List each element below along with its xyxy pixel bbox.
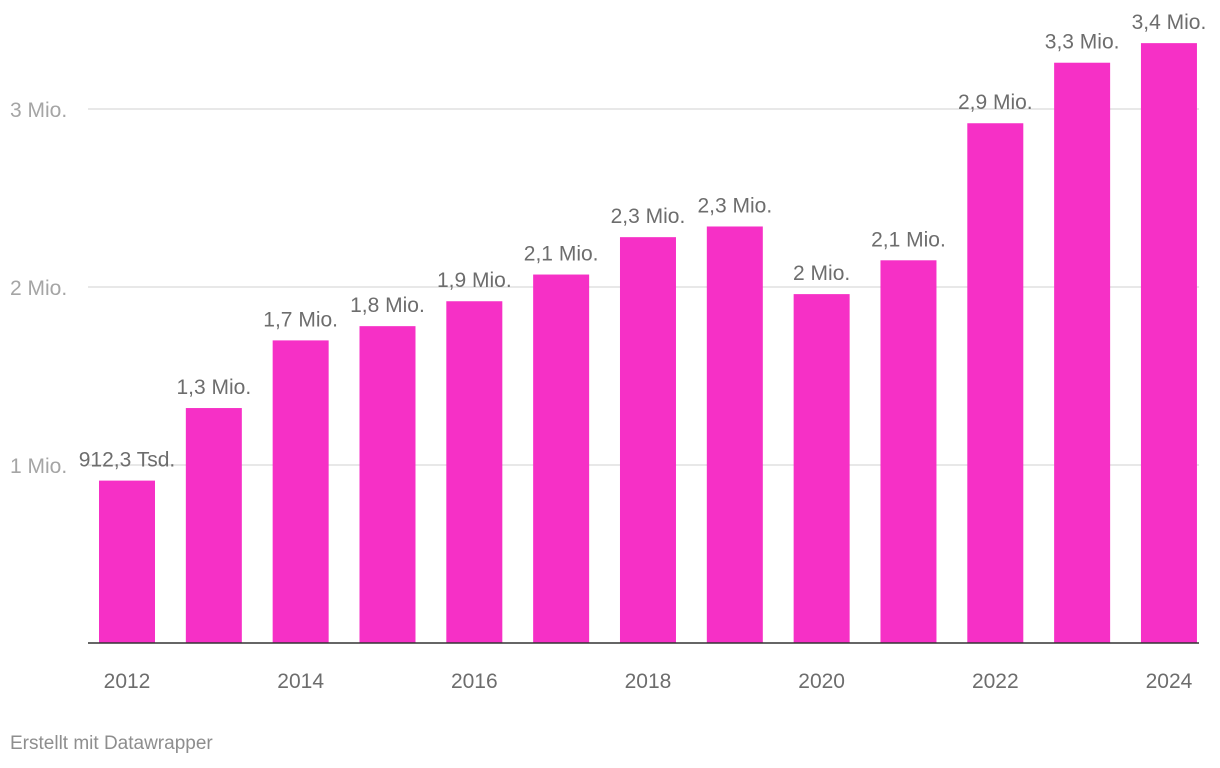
- x-tick-label: 2014: [277, 670, 324, 693]
- data-label: 3,4 Mio.: [1132, 11, 1207, 34]
- x-tick-label: 2012: [104, 670, 151, 693]
- bar-2024: [1140, 43, 1197, 643]
- data-label: 1,8 Mio.: [350, 294, 425, 317]
- bar-2022: [967, 123, 1024, 644]
- data-label: 2,9 Mio.: [958, 91, 1033, 114]
- bar-2017: [533, 274, 590, 643]
- bar-2018: [619, 237, 676, 643]
- bar-2013: [185, 408, 242, 643]
- bar-2012: [99, 480, 155, 643]
- data-label: 3,3 Mio.: [1045, 31, 1120, 54]
- x-tick-label: 2024: [1146, 670, 1193, 693]
- y-tick-label: 3 Mio.: [10, 99, 67, 122]
- data-label: 2,1 Mio.: [524, 243, 599, 266]
- data-label: 2,3 Mio.: [697, 194, 772, 217]
- x-tick-label: 2020: [798, 670, 845, 693]
- data-label: 912,3 Tsd.: [79, 449, 176, 472]
- x-tick-label: 2022: [972, 670, 1019, 693]
- data-label: 1,9 Mio.: [437, 269, 512, 292]
- bar-chart: 1 Mio. 2 Mio. 3 Mio. 912,3 Tsd. 1,3 Mio. 1,7 …: [10, 11, 1207, 693]
- data-label: 2 Mio.: [793, 262, 850, 285]
- bar-2021: [880, 260, 937, 643]
- bar-2019: [706, 226, 763, 644]
- y-tick-label: 2 Mio.: [10, 277, 67, 300]
- bar-2014: [272, 340, 329, 643]
- data-label: 2,1 Mio.: [871, 228, 946, 251]
- data-label: 1,7 Mio.: [263, 308, 338, 331]
- bar-2023: [1054, 62, 1111, 644]
- bar-2016: [446, 301, 503, 643]
- x-tick-label: 2018: [625, 670, 672, 693]
- credit-text: Erstellt mit Datawrapper: [10, 733, 213, 754]
- bar-2020: [793, 294, 850, 643]
- y-tick-label: 1 Mio.: [10, 455, 67, 478]
- x-tick-label: 2016: [451, 670, 498, 693]
- bar-2015: [359, 326, 416, 643]
- data-label: 1,3 Mio.: [176, 376, 251, 399]
- data-label: 2,3 Mio.: [611, 205, 686, 228]
